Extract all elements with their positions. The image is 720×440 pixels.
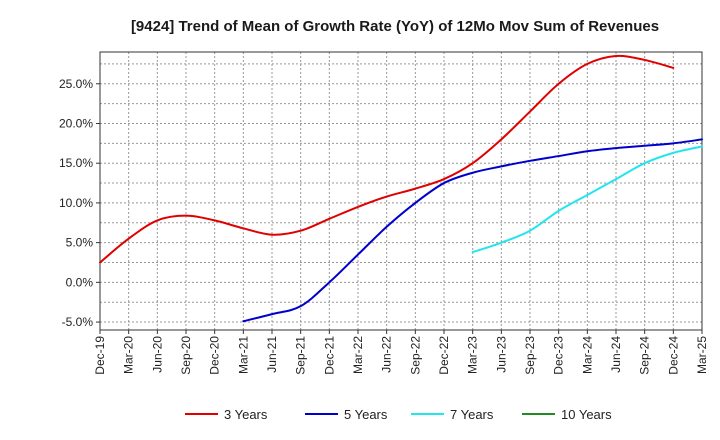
- plot-background: [100, 52, 702, 330]
- x-tick-label: Dec-24: [666, 336, 680, 375]
- x-tick-label: Jun-24: [609, 336, 623, 373]
- x-tick-label: Sep-22: [408, 336, 422, 375]
- x-tick-label: Dec-19: [93, 336, 107, 375]
- series-line-5-years: [242, 138, 703, 323]
- x-tick-label: Dec-23: [552, 336, 566, 375]
- x-tick-label: Mar-20: [122, 336, 136, 374]
- x-tick-label: Jun-20: [150, 336, 164, 373]
- series-line-7-years: [471, 145, 703, 254]
- y-tick-label: -5.0%: [62, 315, 94, 329]
- x-tick-label: Mar-25: [695, 336, 709, 374]
- x-tick-label: Mar-21: [236, 336, 250, 374]
- legend-label-3-years: 3 Years: [224, 407, 268, 422]
- x-tick-label: Sep-20: [179, 336, 193, 375]
- x-tick-label: Jun-21: [265, 336, 279, 373]
- y-tick-label: 20.0%: [59, 116, 93, 130]
- x-tick-label: Mar-24: [580, 336, 594, 374]
- plot-frame: [99, 51, 703, 331]
- legend-label-5-years: 5 Years: [344, 407, 388, 422]
- y-tick-label: 10.0%: [59, 196, 93, 210]
- chart-title: [9424] Trend of Mean of Growth Rate (YoY…: [131, 18, 659, 35]
- x-tick-label: Mar-22: [351, 336, 365, 374]
- legend-label-10-years: 10 Years: [561, 407, 612, 422]
- plot-area: -5.0% 0.0% 5.0% 10.0% 15.0% 20.0% 25.0% Dec-19 M…: [59, 51, 709, 375]
- legend: 3 Years 5 Years 7 Years 10 Years: [185, 407, 612, 422]
- y-tick-label: 0.0%: [66, 275, 94, 289]
- x-tick-label: Dec-20: [208, 336, 222, 375]
- x-tick-label: Dec-21: [322, 336, 336, 375]
- x-tick-label: Sep-21: [294, 336, 308, 375]
- x-tick-label: Jun-22: [380, 336, 394, 373]
- y-tick-label: 25.0%: [59, 77, 93, 91]
- x-tick-label: Sep-24: [638, 336, 652, 375]
- x-tick-label: Jun-23: [494, 336, 508, 373]
- x-tick-label: Dec-22: [437, 336, 451, 375]
- x-tick-label: Sep-23: [523, 336, 537, 375]
- y-tick-label: 5.0%: [66, 236, 94, 250]
- legend-label-7-years: 7 Years: [450, 407, 494, 422]
- y-tick-label: 15.0%: [59, 156, 93, 170]
- x-tick-label: Mar-23: [466, 336, 480, 374]
- series-line-3-years: [99, 54, 675, 264]
